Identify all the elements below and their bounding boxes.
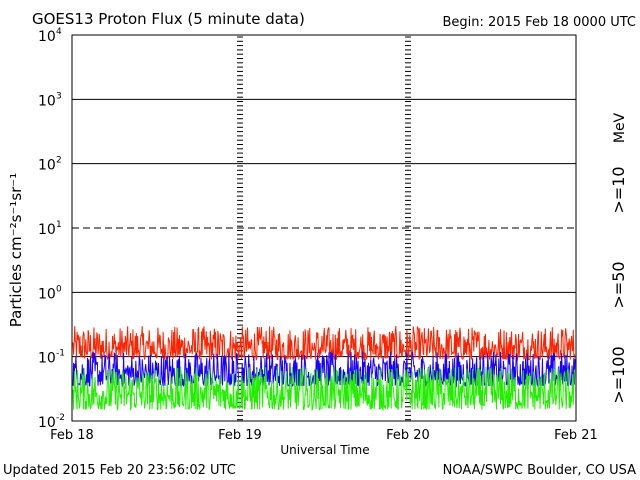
x-tick-label: Feb 19: [218, 428, 262, 443]
y-tick-base: 10: [38, 351, 56, 367]
y-tick-label: 10 -2: [38, 413, 65, 431]
x-axis-label: Universal Time: [280, 443, 369, 457]
x-tick-labels: Feb 18 Feb 19 Feb 20 Feb 21: [50, 428, 598, 443]
x-tick-label: Feb 18: [50, 428, 94, 443]
grid-lines: [72, 98, 576, 358]
plot-frame: [71, 34, 577, 422]
y-tick-exp: 2: [56, 156, 62, 166]
y-tick-base: 10: [38, 29, 56, 45]
y-tick-label: 10 2: [38, 156, 62, 174]
updated-label: Updated 2015 Feb 20 23:56:02 UTC: [3, 463, 236, 478]
y-tick-label: 10 1: [38, 220, 62, 238]
begin-label: Begin: 2015 Feb 18 0000 UTC: [442, 15, 636, 30]
y-tick-exp: -1: [56, 349, 65, 359]
x-tick-label: Feb 21: [554, 428, 598, 443]
y-tick-label: 10 3: [38, 91, 62, 109]
x-tick-label: Feb 20: [386, 428, 430, 443]
y-axis-label: Particles cm⁻²s⁻¹sr⁻¹: [7, 173, 25, 327]
y-tick-exp: 1: [56, 220, 62, 230]
legend-ge100: >=100: [609, 346, 628, 403]
y-tick-exp: 4: [56, 27, 62, 37]
credit-label: NOAA/SWPC Boulder, CO USA: [443, 463, 636, 478]
y-tick-label: 10 4: [38, 27, 62, 45]
data-series: [72, 326, 576, 412]
y-tick-base: 10: [38, 286, 56, 302]
series-line-ge50: [72, 351, 576, 388]
y-tick-exp: -2: [56, 413, 65, 423]
legend-ge10: >=10: [609, 166, 628, 213]
y-tick-base: 10: [38, 415, 56, 431]
y-tick-exp: 3: [56, 91, 62, 101]
y-tick-label: 10 -1: [38, 349, 65, 367]
y-tick-base: 10: [38, 222, 56, 238]
y-tick-exp: 0: [56, 284, 62, 294]
chart-title: GOES13 Proton Flux (5 minute data): [32, 10, 305, 28]
legend-ge50: >=50: [609, 261, 628, 308]
series-line-ge10: [72, 326, 576, 362]
series-line-ge100: [72, 366, 576, 412]
y-tick-base: 10: [38, 93, 56, 109]
y-tick-label: 10 0: [38, 284, 62, 302]
unit-label: MeV: [612, 112, 628, 143]
y-tick-base: 10: [38, 158, 56, 174]
